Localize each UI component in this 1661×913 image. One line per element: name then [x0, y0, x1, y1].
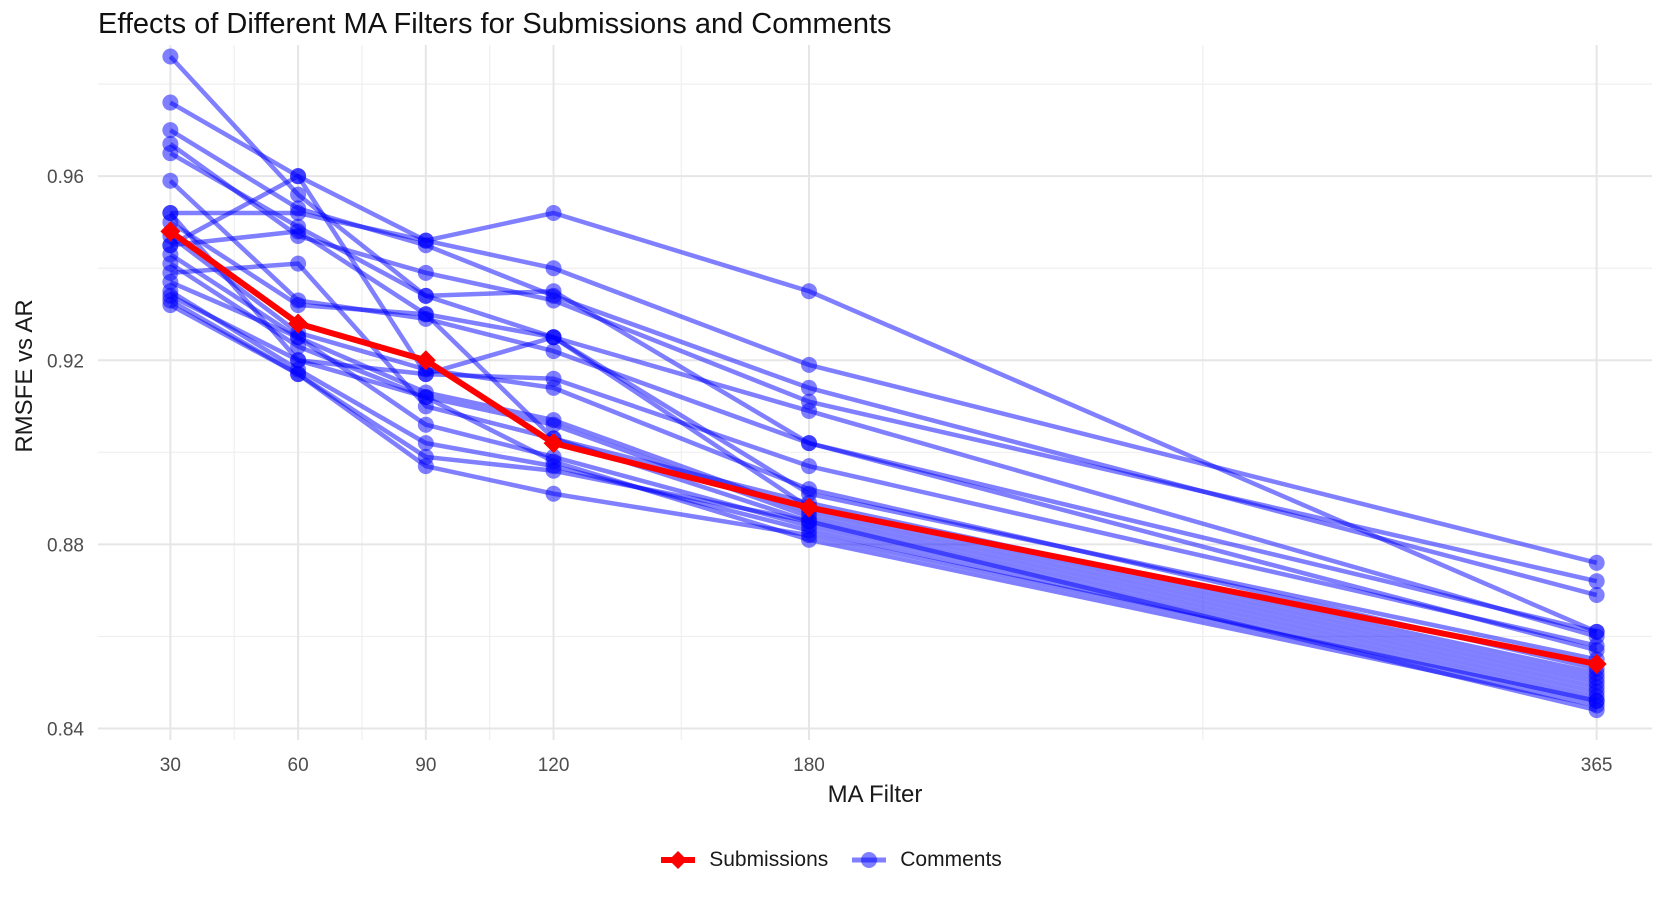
comments-point	[417, 232, 434, 249]
comments-point	[545, 343, 562, 360]
comments-point	[417, 458, 434, 475]
x-axis-ticks: 30 60 90 120 180 365	[160, 755, 1613, 776]
comments-point	[162, 297, 179, 314]
legend-label-submissions: Submissions	[709, 848, 829, 871]
comments-point	[1588, 554, 1605, 571]
comments-point	[290, 329, 307, 346]
comments-point	[1588, 573, 1605, 590]
comments-point	[290, 366, 307, 383]
submissions-point	[799, 497, 820, 518]
comments-point	[162, 145, 179, 162]
y-tick-label: 0.88	[47, 535, 84, 556]
comments-point	[801, 379, 818, 396]
comments-point	[1588, 692, 1605, 709]
comments-point	[417, 287, 434, 304]
comments-line	[169, 100, 1598, 565]
x-tick-label: 365	[1581, 755, 1613, 776]
x-axis-label: MA Filter	[828, 781, 923, 808]
submissions-point	[288, 313, 309, 334]
y-tick-label: 0.84	[47, 719, 84, 740]
x-tick-label: 180	[793, 755, 825, 776]
comments-line	[169, 261, 1598, 690]
comments-line	[169, 303, 1598, 704]
legend-item-submissions: Submissions	[659, 848, 828, 872]
legend-label-comments: Comments	[900, 848, 1002, 871]
comments-point	[1588, 637, 1605, 654]
submissions-point	[160, 221, 181, 242]
comments-point	[290, 255, 307, 272]
comments-point	[290, 297, 307, 314]
y-axis-label: RMSFE vs AR	[11, 299, 38, 452]
comments-point	[162, 48, 179, 65]
comments-point	[801, 527, 818, 544]
submissions-point	[543, 433, 564, 454]
legend: Submissions Comments	[0, 848, 1661, 872]
comments-point	[1588, 623, 1605, 640]
comments-point	[417, 366, 434, 383]
submissions-series	[160, 221, 1607, 675]
comments-point	[290, 168, 307, 185]
comments-point	[417, 416, 434, 433]
comments-point	[545, 462, 562, 479]
comments-point	[545, 485, 562, 502]
comments-point	[801, 356, 818, 373]
comments-line	[170, 210, 1598, 634]
comments-point	[801, 458, 818, 475]
comments-point	[290, 204, 307, 221]
legend-key-submissions	[661, 851, 696, 869]
comments-point	[162, 122, 179, 139]
comments-point	[801, 283, 818, 300]
comments-point	[801, 513, 818, 530]
legend-key-comments	[852, 852, 887, 868]
comments-point	[162, 94, 179, 111]
submissions-line	[168, 228, 1598, 667]
comments-point	[417, 435, 434, 452]
comments-series	[162, 48, 1605, 719]
comments-point	[545, 204, 562, 221]
x-tick-label: 30	[160, 755, 181, 776]
x-tick-label: 120	[538, 755, 570, 776]
comments-point	[545, 379, 562, 396]
comments-point	[417, 306, 434, 323]
comments-point	[290, 352, 307, 369]
y-tick-label: 0.92	[47, 351, 84, 372]
comments-line	[169, 142, 1598, 584]
comments-point	[801, 481, 818, 498]
comments-point	[545, 329, 562, 346]
comments-point	[290, 186, 307, 203]
comments-line	[168, 54, 1598, 635]
comments-point	[290, 223, 307, 240]
y-axis-ticks: 0.84 0.88 0.92 0.96	[47, 167, 84, 740]
comments-line	[168, 179, 1598, 653]
comments-point	[417, 389, 434, 406]
comments-point	[545, 260, 562, 277]
x-tick-label: 90	[415, 755, 436, 776]
comments-point	[545, 292, 562, 309]
comments-line	[169, 293, 1598, 708]
comments-point	[801, 435, 818, 452]
comments-point	[801, 402, 818, 419]
comments-line	[169, 289, 1598, 704]
y-tick-label: 0.96	[47, 167, 84, 188]
comments-line	[169, 252, 1598, 685]
chart-title: Effects of Different MA Filters for Subm…	[98, 8, 892, 40]
comments-point	[162, 172, 179, 189]
comments-line	[169, 128, 1598, 598]
x-tick-label: 60	[288, 755, 309, 776]
comments-line	[169, 173, 1598, 681]
comments-line	[170, 261, 1598, 694]
comments-point	[1588, 587, 1605, 604]
submissions-point	[1586, 654, 1607, 675]
comments-point	[545, 416, 562, 433]
legend-item-comments: Comments	[850, 848, 1002, 872]
comments-point	[417, 264, 434, 281]
submissions-point	[415, 350, 436, 371]
